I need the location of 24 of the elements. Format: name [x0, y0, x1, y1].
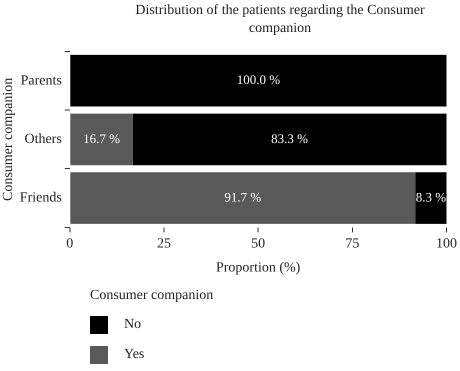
x-tick-label: 50 [251, 236, 266, 252]
data-label: 83.3 % [271, 130, 308, 146]
bar [70, 114, 133, 166]
chart-title: Distribution of the patients regarding the Consumer companion [134, 2, 426, 38]
x-tick-label: 25 [156, 236, 171, 252]
y-tick-label: Friends [20, 190, 62, 206]
bar [70, 54, 446, 107]
y-axis-title: Consumer companion [1, 78, 16, 202]
x-tick-label: 75 [345, 236, 360, 252]
legend-label: No [124, 317, 142, 333]
x-axis-title: Proportion (%) [216, 260, 301, 276]
legend-title: Consumer companion [90, 288, 214, 304]
bar [415, 172, 446, 224]
y-tick-label: Parents [20, 73, 62, 88]
data-label: 91.7 % [224, 189, 262, 204]
bar [70, 172, 416, 224]
data-label: 100.0 % [236, 72, 280, 88]
y-tick-label: Others [24, 132, 62, 148]
x-tick-label: 0 [66, 236, 74, 252]
x-tick-label: 100 [436, 236, 457, 252]
bar [132, 114, 446, 166]
data-label: 8.3 % [416, 189, 446, 204]
data-label: 16.7 % [83, 130, 120, 146]
legend-label: Yes [124, 347, 144, 363]
